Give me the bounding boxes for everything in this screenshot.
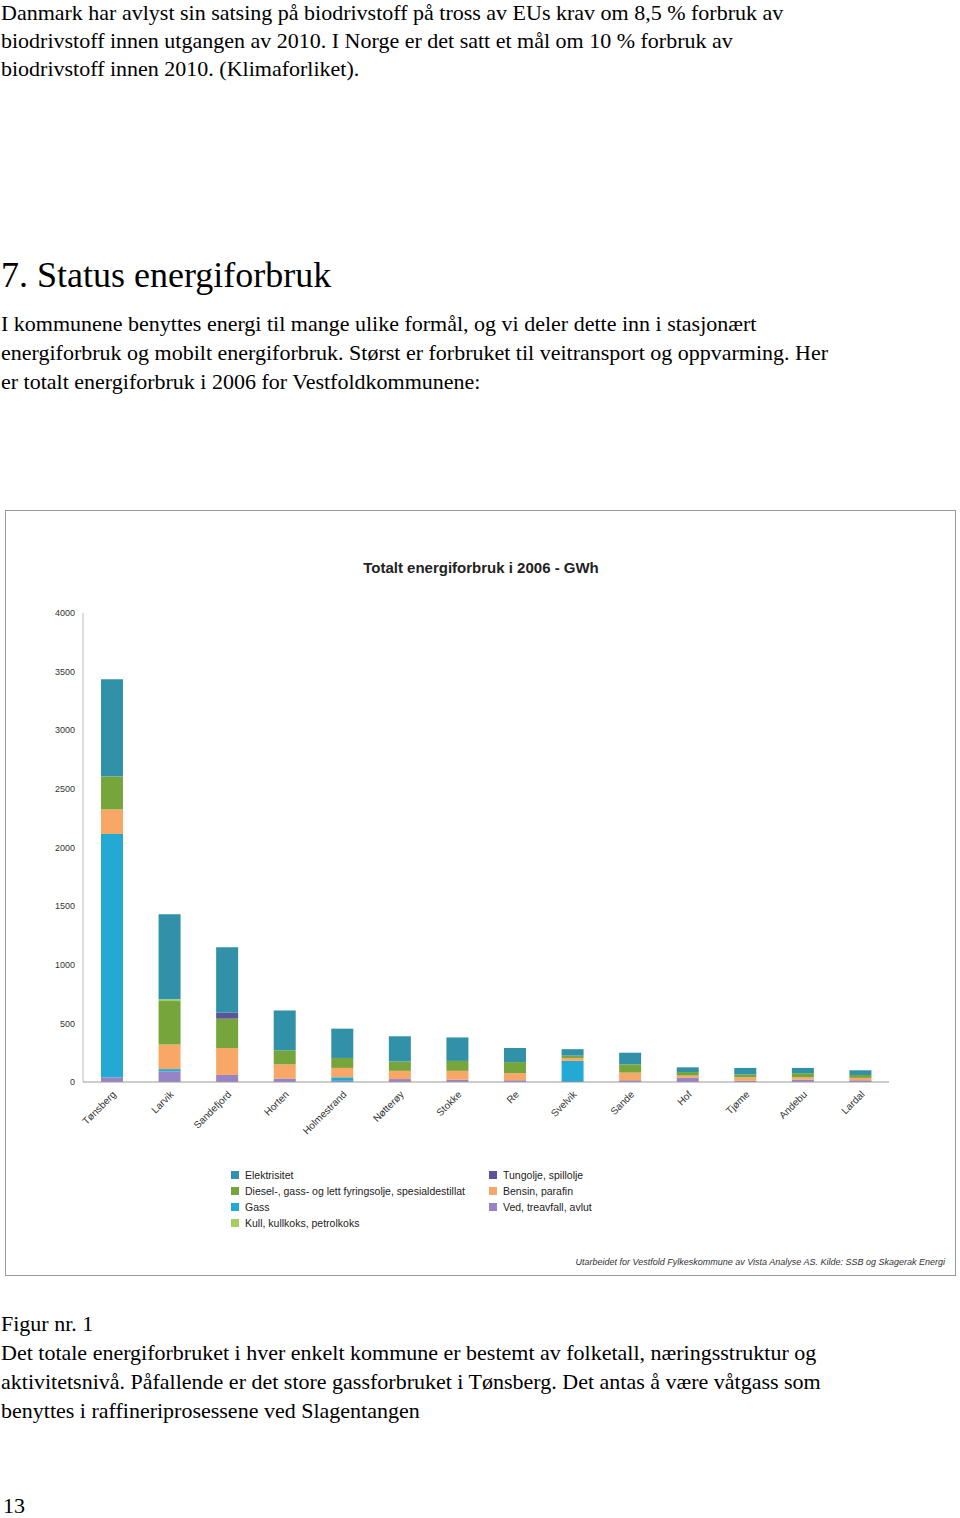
svg-text:Re: Re [504, 1088, 521, 1105]
svg-text:Tjøme: Tjøme [724, 1088, 752, 1116]
html-text:biodrivstoff innen utgangen av: biodrivstoff innen utgangen av 2010. I N… [1, 28, 733, 53]
svg-text:Sandefjord: Sandefjord [191, 1089, 233, 1131]
svg-text:Horten: Horten [262, 1089, 291, 1118]
svg-text:Sande: Sande [608, 1088, 637, 1117]
html-text:Figur nr. 1: Figur nr. 1 [1, 1311, 94, 1336]
svg-text:1000: 1000 [55, 960, 75, 970]
html-text:energiforbruk og mobilt energi: energiforbruk og mobilt energiforbruk. S… [1, 340, 829, 365]
svg-text:4000: 4000 [55, 608, 75, 618]
html-text:I kommunene benyttes energi ti: I kommunene benyttes energi til mange ul… [1, 311, 757, 336]
html-text:13: 13 [3, 1493, 25, 1518]
svg-text:2500: 2500 [55, 784, 75, 794]
html-text:Bensin, parafin: Bensin, parafin [503, 1185, 573, 1197]
html-text:Utarbeidet for Vestfold Fylkes: Utarbeidet for Vestfold Fylkeskommune av… [575, 1257, 945, 1267]
html-text:Diesel-, gass- og lett fyrings: Diesel-, gass- og lett fyringsolje, spes… [245, 1185, 465, 1197]
svg-text:Hof: Hof [675, 1089, 694, 1108]
html-text:Gass: Gass [245, 1201, 270, 1213]
html-text:aktivitetsnivå. Påfallende er: aktivitetsnivå. Påfallende er det store … [1, 1369, 821, 1394]
svg-text:Andebu: Andebu [777, 1089, 809, 1121]
svg-text:2000: 2000 [55, 843, 75, 853]
svg-text:3000: 3000 [55, 725, 75, 735]
svg-text:1500: 1500 [55, 901, 75, 911]
svg-text:0: 0 [70, 1077, 75, 1087]
svg-text:500: 500 [60, 1019, 75, 1029]
svg-text:Stokke: Stokke [434, 1088, 464, 1118]
svg-text:Tønsberg: Tønsberg [80, 1089, 118, 1127]
html-text:Det totale energiforbruket i h: Det totale energiforbruket i hver enkelt… [1, 1340, 817, 1365]
html-text:biodrivstoff innen 2010. (Klim: biodrivstoff innen 2010. (Klimaforliket)… [1, 56, 360, 81]
html-text:Elektrisitet: Elektrisitet [245, 1169, 294, 1181]
html-text:er totalt energiforbruk i 2006: er totalt energiforbruk i 2006 for Vestf… [1, 369, 481, 394]
svg-text:Holmestrand: Holmestrand [301, 1089, 349, 1137]
html-text:Ved, treavfall, avlut: Ved, treavfall, avlut [503, 1201, 592, 1213]
svg-text:Larvik: Larvik [149, 1088, 176, 1115]
html-text:benyttes i raffineriprosessene: benyttes i raffineriprosessene ved Slage… [1, 1398, 420, 1423]
html-text:Kull, kullkoks, petrolkoks: Kull, kullkoks, petrolkoks [245, 1217, 360, 1229]
html-text:7. Status energiforbruk: 7. Status energiforbruk [1, 255, 332, 295]
svg-text:Svelvik: Svelvik [549, 1088, 580, 1119]
html-text:Totalt energiforbruk i 2006 -: Totalt energiforbruk i 2006 - GWh [363, 559, 599, 576]
html-text:Tungolje, spillolje: Tungolje, spillolje [503, 1169, 584, 1181]
html-text:Danmark har avlyst sin satsing: Danmark har avlyst sin satsing på biodri… [1, 0, 784, 25]
svg-text:3500: 3500 [55, 667, 75, 677]
svg-text:Nøtterøy: Nøtterøy [371, 1089, 406, 1124]
svg-text:Lardal: Lardal [839, 1089, 866, 1116]
